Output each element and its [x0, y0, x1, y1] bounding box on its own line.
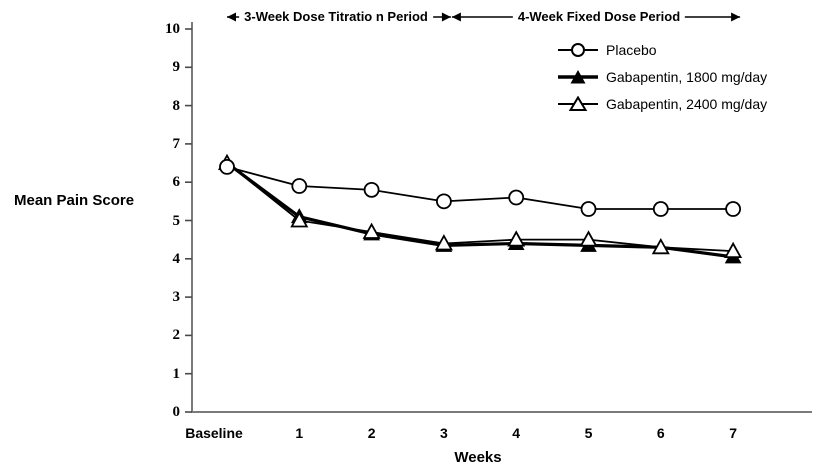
- fixed-dose-period-annotation: 4-Week Fixed Dose Period: [512, 9, 686, 25]
- data-point-circle: [725, 201, 741, 217]
- x-tick-label: 4: [512, 425, 521, 441]
- x-tick-label: 7: [729, 425, 737, 441]
- y-tick-label: 3: [172, 289, 181, 306]
- y-tick-label: 9: [172, 59, 181, 76]
- y-tick-label: 7: [172, 135, 181, 152]
- legend-item-placebo: Placebo: [556, 36, 767, 63]
- data-point-triangle: [290, 211, 309, 228]
- titration-period-annotation: 3-Week Dose Titratio n Period: [239, 9, 433, 25]
- x-tick-label: 1: [295, 425, 304, 441]
- series-line: [226, 161, 734, 259]
- legend-label-placebo: Placebo: [606, 41, 657, 58]
- open-triangle-marker-icon: [558, 95, 598, 111]
- y-tick-label: 2: [172, 327, 181, 344]
- arrowhead-icon: [441, 12, 451, 22]
- x-tick-label: Baseline: [185, 425, 243, 441]
- y-tick-label: 6: [172, 174, 181, 191]
- x-tick-label: 3: [439, 425, 448, 441]
- legend-item-gabapentin-2400: Gabapentin, 2400 mg/day: [556, 90, 767, 117]
- y-tick-label: 8: [172, 97, 181, 114]
- filled-triangle-marker-icon: [558, 69, 598, 83]
- data-point-triangle: [434, 234, 453, 251]
- data-point-circle: [652, 201, 669, 217]
- data-point-circle: [580, 201, 597, 217]
- x-axis-title: Weeks: [454, 449, 502, 466]
- legend: Placebo Gabapentin, 1800 mg/day Gabapent…: [556, 36, 767, 117]
- data-point-circle: [508, 189, 525, 206]
- y-tick-label: 10: [165, 21, 180, 37]
- data-point-triangle: [507, 230, 526, 247]
- series-line: [226, 166, 734, 210]
- data-point-triangle: [362, 222, 381, 239]
- data-point-triangle: [651, 237, 670, 255]
- y-tick-label: 1: [172, 365, 181, 382]
- y-tick-label: 5: [172, 212, 181, 229]
- x-tick-label: 2: [367, 425, 376, 441]
- data-point-circle: [291, 178, 308, 194]
- x-tick-label: 5: [584, 425, 593, 441]
- data-point-triangle: [579, 230, 598, 247]
- legend-label-gabapentin-1800: Gabapentin, 1800 mg/day: [606, 68, 768, 85]
- data-point-circle: [219, 158, 235, 175]
- x-tick-label: 6: [656, 425, 665, 441]
- series-line: [226, 162, 734, 253]
- data-point-circle: [363, 181, 380, 198]
- legend-label-gabapentin-2400: Gabapentin, 2400 mg/day: [606, 95, 768, 112]
- open-circle-marker-icon: [558, 42, 598, 57]
- y-tick-label: 0: [172, 404, 181, 420]
- y-tick-label: 4: [172, 250, 181, 267]
- arrowhead-icon: [731, 12, 741, 22]
- y-axis-title: Mean Pain Score: [14, 192, 135, 209]
- data-point-circle: [435, 193, 452, 210]
- arrowhead-icon: [227, 12, 236, 22]
- legend-item-gabapentin-1800: Gabapentin, 1800 mg/day: [556, 63, 767, 90]
- arrowhead-icon: [451, 12, 461, 22]
- data-point-triangle: [724, 241, 743, 259]
